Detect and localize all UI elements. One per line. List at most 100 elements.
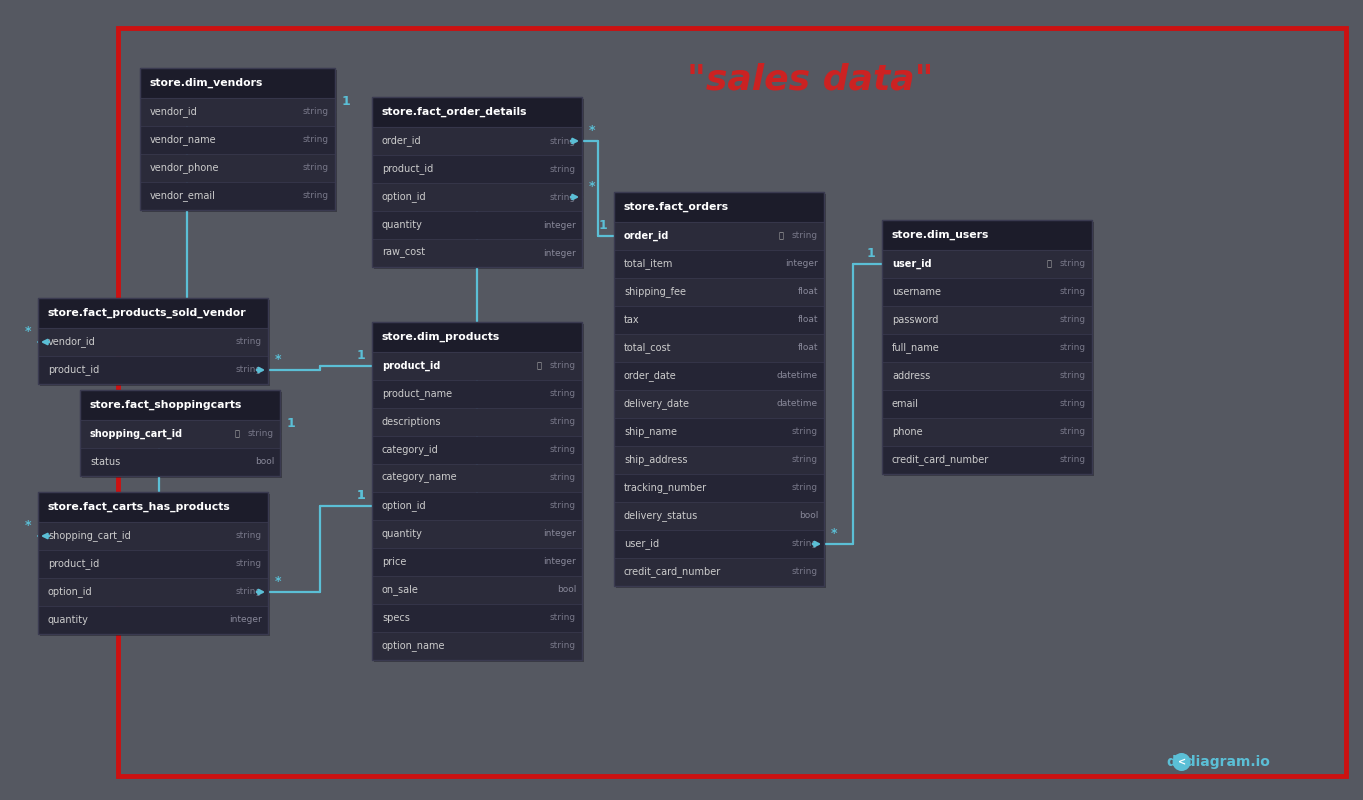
- Text: string: string: [303, 107, 328, 117]
- Bar: [882, 278, 1092, 306]
- Text: 🔑: 🔑: [780, 231, 784, 241]
- Text: float: float: [797, 287, 818, 297]
- Text: bool: bool: [799, 511, 818, 521]
- Text: order_id: order_id: [382, 135, 421, 146]
- Bar: [613, 222, 825, 250]
- Text: ship_name: ship_name: [624, 426, 677, 438]
- Text: string: string: [792, 567, 818, 577]
- Text: product_id: product_id: [382, 361, 440, 371]
- Text: credit_card_number: credit_card_number: [891, 454, 990, 466]
- Text: tax: tax: [624, 315, 639, 325]
- Text: user_id: user_id: [624, 538, 660, 550]
- Bar: [882, 446, 1092, 474]
- Bar: [38, 298, 269, 384]
- Text: string: string: [1060, 315, 1086, 325]
- Text: store.fact_products_sold_vendor: store.fact_products_sold_vendor: [48, 308, 247, 318]
- Bar: [613, 474, 825, 502]
- Text: quantity: quantity: [382, 220, 423, 230]
- Text: string: string: [549, 137, 577, 146]
- Bar: [613, 362, 825, 390]
- Text: string: string: [549, 362, 577, 370]
- Bar: [80, 390, 279, 420]
- Text: string: string: [236, 587, 262, 597]
- Bar: [372, 239, 582, 267]
- Bar: [38, 328, 269, 356]
- Bar: [372, 97, 582, 127]
- Text: store.fact_orders: store.fact_orders: [624, 202, 729, 212]
- Text: integer: integer: [544, 221, 577, 230]
- Text: string: string: [303, 191, 328, 201]
- Bar: [373, 324, 583, 662]
- Text: *: *: [831, 527, 837, 540]
- Text: phone: phone: [891, 427, 923, 437]
- Text: 1: 1: [288, 417, 296, 430]
- Bar: [372, 322, 582, 352]
- Text: vendor_id: vendor_id: [48, 337, 95, 347]
- Text: string: string: [1060, 287, 1086, 297]
- Bar: [80, 420, 279, 448]
- Text: string: string: [549, 418, 577, 426]
- Text: string: string: [236, 366, 262, 374]
- Text: *: *: [25, 325, 31, 338]
- Text: total_cost: total_cost: [624, 342, 672, 354]
- Text: string: string: [549, 446, 577, 454]
- Text: string: string: [303, 163, 328, 173]
- Bar: [372, 183, 582, 211]
- Text: user_id: user_id: [891, 259, 932, 269]
- Text: password: password: [891, 315, 938, 325]
- Text: credit_card_number: credit_card_number: [624, 566, 721, 578]
- Bar: [882, 250, 1092, 278]
- Bar: [613, 558, 825, 586]
- Text: "sales data": "sales data": [687, 63, 934, 97]
- Bar: [616, 194, 826, 588]
- Text: *: *: [275, 575, 282, 588]
- Text: <: <: [1178, 757, 1186, 767]
- Bar: [140, 126, 335, 154]
- Text: vendor_email: vendor_email: [150, 190, 215, 202]
- Bar: [38, 550, 269, 578]
- Text: integer: integer: [544, 558, 577, 566]
- Text: 🔑: 🔑: [537, 362, 542, 370]
- Bar: [882, 220, 1092, 474]
- Text: 1: 1: [356, 489, 365, 502]
- Bar: [38, 606, 269, 634]
- Bar: [372, 632, 582, 660]
- Text: option_id: option_id: [48, 586, 93, 598]
- Bar: [140, 68, 335, 98]
- Text: datetime: datetime: [777, 371, 818, 381]
- Bar: [882, 220, 1092, 250]
- Text: string: string: [549, 165, 577, 174]
- Text: string: string: [1060, 259, 1086, 269]
- Text: string: string: [1060, 399, 1086, 409]
- Text: option_id: option_id: [382, 191, 427, 202]
- Text: *: *: [589, 124, 596, 137]
- Text: string: string: [549, 642, 577, 650]
- Bar: [372, 127, 582, 155]
- Text: vendor_id: vendor_id: [150, 106, 198, 118]
- Bar: [372, 380, 582, 408]
- Bar: [38, 492, 269, 522]
- Bar: [372, 408, 582, 436]
- Text: integer: integer: [229, 615, 262, 625]
- Text: float: float: [797, 343, 818, 353]
- Text: string: string: [549, 614, 577, 622]
- Text: string: string: [1060, 371, 1086, 381]
- Bar: [613, 530, 825, 558]
- Bar: [882, 390, 1092, 418]
- Bar: [372, 97, 582, 267]
- Bar: [372, 322, 582, 660]
- Text: string: string: [236, 559, 262, 569]
- Bar: [613, 390, 825, 418]
- Text: shopping_cart_id: shopping_cart_id: [48, 530, 131, 542]
- Text: ship_address: ship_address: [624, 454, 687, 466]
- Bar: [882, 334, 1092, 362]
- Bar: [38, 298, 269, 328]
- Text: *: *: [275, 353, 282, 366]
- Bar: [140, 68, 335, 210]
- Text: store.fact_shoppingcarts: store.fact_shoppingcarts: [90, 400, 243, 410]
- Text: product_id: product_id: [382, 163, 433, 174]
- Text: integer: integer: [785, 259, 818, 269]
- Bar: [82, 392, 282, 478]
- Bar: [372, 604, 582, 632]
- Text: total_item: total_item: [624, 258, 673, 270]
